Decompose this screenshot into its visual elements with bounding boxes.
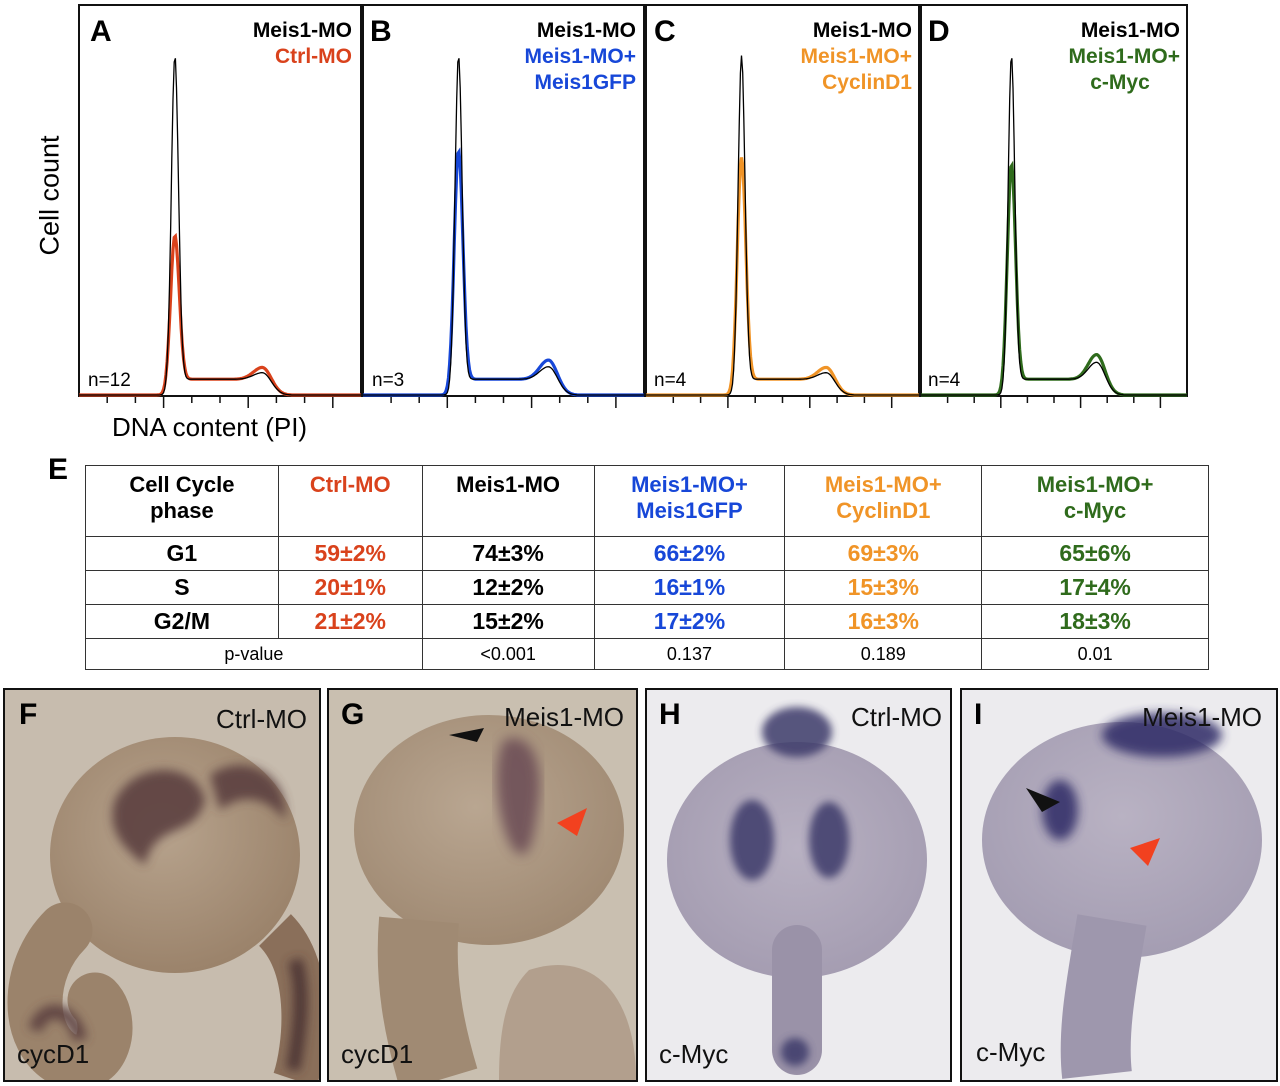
cell-ctrl: 20±1% [277,570,423,605]
cell-ctrl: 59±2% [277,536,423,571]
legend-meis1-mo: Meis1-MO [812,19,912,42]
pvalue-myc: 0.01 [981,638,1209,670]
row-phase: S [85,570,279,605]
cell-meis: 15±2% [421,604,595,639]
header-ctrl-mo: Ctrl-MO [277,465,423,537]
histogram-series-meis1-mo [646,55,919,396]
panel-b-n: n=3 [372,370,405,391]
legend-rescue-construct: c-Myc [1090,71,1150,94]
header-meis1gfp: Meis1-MO+ Meis1GFP [593,465,786,537]
panel-d-letter: D [928,15,950,48]
legend-meis1-mo: Meis1-MO [252,19,352,42]
cell-cyclin: 15±3% [784,570,983,605]
histogram-series-rescue [646,157,919,397]
embryo-image [7,737,319,1080]
legend-rescue: Meis1-MO+ [1068,45,1180,68]
legend-ctrl-mo: Ctrl-MO [275,45,352,68]
pvalue-gfp: 0.137 [593,638,786,670]
cell-myc: 17±4% [981,570,1209,605]
panel-b-legend: Meis1-MO Meis1-MO+ Meis1GFP [470,18,636,96]
cell-ctrl: 21±2% [277,604,423,639]
cell-meis: 74±3% [421,536,595,571]
cell-myc: 18±3% [981,604,1209,639]
cell-myc: 65±6% [981,536,1209,571]
cell-cyclin: 16±3% [784,604,983,639]
photo-panel-f: F Ctrl-MO cycD1 [3,688,321,1082]
pvalue-meis: <0.001 [421,638,595,670]
panel-d-n: n=4 [928,370,961,391]
header-cyclind1: Meis1-MO+ CyclinD1 [784,465,983,537]
pvalue-row: p-value <0.001 0.137 0.189 0.01 [85,638,1209,670]
header-phase: Cell Cycle phase [85,465,279,537]
panel-g-letter: G [341,698,365,731]
cell-meis: 12±2% [421,570,595,605]
panel-a-n: n=12 [88,370,131,391]
panel-g-condition: Meis1-MO [504,702,624,732]
x-axis-label: DNA content (PI) [112,412,308,442]
histogram-series-meis1-mo [363,58,644,396]
photo-panel-i: I Meis1-MO c-Myc [960,688,1278,1082]
y-axis-label: Cell count [34,135,65,256]
pvalue-cyclin: 0.189 [784,638,983,670]
panel-f-condition: Ctrl-MO [216,704,307,734]
histogram-series-rescue [921,160,1187,397]
legend-meis1-mo: Meis1-MO [1080,19,1180,42]
panel-b-letter: B [370,15,392,48]
panel-h-letter: H [659,698,681,731]
embryo-image [667,707,927,1075]
header-meis1-mo: Meis1-MO [421,465,595,537]
legend-rescue-construct: Meis1GFP [534,71,636,94]
panel-i-marker: c-Myc [976,1037,1046,1067]
cell-gfp: 17±2% [593,604,786,639]
photo-panel-h: H Ctrl-MO c-Myc [645,688,952,1082]
embryo-image [354,715,636,1080]
table-row: G2/M 21±2% 15±2% 17±2% 16±3% 18±3% [85,604,1209,639]
panel-f-letter: F [19,698,38,731]
legend-rescue-construct: CyclinD1 [822,71,912,94]
histogram-series-meis1-mo [79,58,361,396]
panel-i-condition: Meis1-MO [1142,702,1262,732]
legend-meis1-mo: Meis1-MO [536,19,636,42]
legend-rescue: Meis1-MO+ [800,45,912,68]
panel-c-legend: Meis1-MO Meis1-MO+ CyclinD1 [750,18,912,96]
pvalue-label: p-value [85,638,423,670]
panel-g-marker: cycD1 [341,1039,414,1069]
histogram-frames [78,4,1188,408]
row-phase: G2/M [85,604,279,639]
table-row: S 20±1% 12±2% 16±1% 15±3% 17±4% [85,570,1209,605]
embryo-image [982,713,1262,1079]
histogram-series-meis1-mo [921,58,1187,396]
panel-i-letter: I [974,698,983,731]
row-phase: G1 [85,536,279,571]
panel-h-marker: c-Myc [659,1039,729,1069]
panel-h-condition: Ctrl-MO [851,702,942,732]
panel-c-n: n=4 [654,370,687,391]
panel-f-marker: cycD1 [17,1039,90,1069]
table-row: G1 59±2% 74±3% 66±2% 69±3% 65±6% [85,536,1209,571]
table-header-row: Cell Cycle phase Ctrl-MO Meis1-MO Meis1-… [85,465,1209,537]
cell-cyclin: 69±3% [784,536,983,571]
legend-rescue: Meis1-MO+ [524,45,636,68]
histogram-series-rescue [363,147,644,397]
cell-cycle-table: Cell Cycle phase Ctrl-MO Meis1-MO Meis1-… [85,465,1209,670]
cell-gfp: 66±2% [593,536,786,571]
panel-a-letter: A [90,15,112,48]
photo-panel-g: G Meis1-MO cycD1 [327,688,638,1082]
header-c-myc: Meis1-MO+ c-Myc [981,465,1209,537]
panel-c-letter: C [654,15,676,48]
panel-a-legend: Meis1-MO Ctrl-MO [200,18,352,70]
cell-gfp: 16±1% [593,570,786,605]
panel-d-legend: Meis1-MO Meis1-MO+ c-Myc [1020,18,1180,96]
panel-e-letter: E [48,453,69,486]
